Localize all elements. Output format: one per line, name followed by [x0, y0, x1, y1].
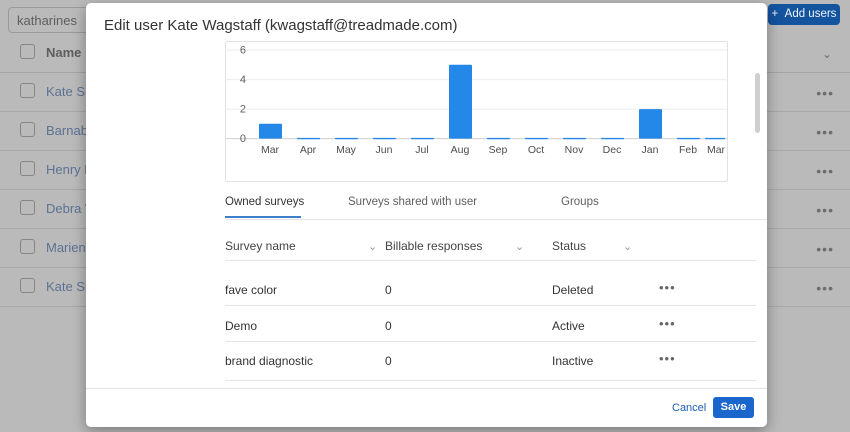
svg-text:Jun: Jun — [376, 144, 393, 156]
svg-text:Jul: Jul — [415, 144, 428, 156]
svg-text:Feb: Feb — [679, 144, 697, 156]
svg-text:Mar: Mar — [261, 144, 280, 156]
svg-text:2: 2 — [240, 104, 246, 116]
svg-text:Mar: Mar — [707, 144, 726, 156]
svg-text:Jan: Jan — [642, 144, 659, 156]
svg-text:Oct: Oct — [528, 144, 544, 156]
svg-text:Aug: Aug — [451, 144, 470, 156]
svg-text:6: 6 — [240, 45, 246, 57]
svg-text:Sep: Sep — [489, 144, 508, 156]
svg-text:May: May — [336, 144, 357, 156]
svg-text:Apr: Apr — [300, 144, 317, 156]
svg-text:Dec: Dec — [603, 144, 622, 156]
svg-text:0: 0 — [240, 133, 246, 145]
svg-text:4: 4 — [240, 74, 246, 86]
svg-text:Nov: Nov — [565, 144, 584, 156]
